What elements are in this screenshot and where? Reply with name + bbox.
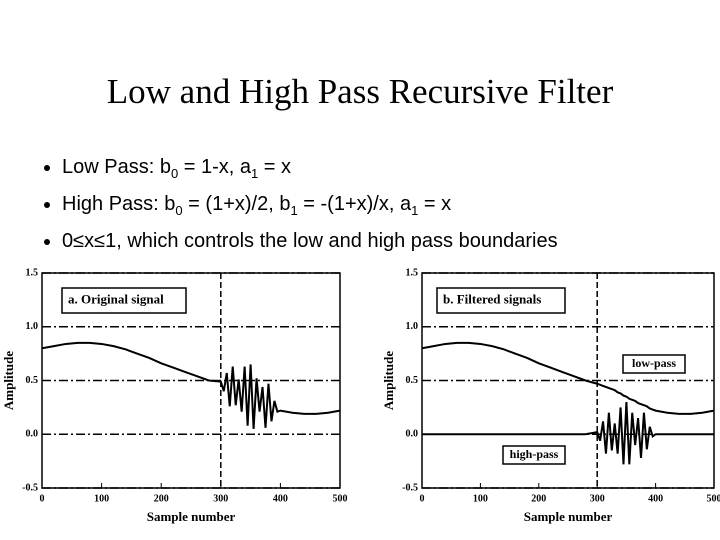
- subscript: 0: [170, 166, 179, 181]
- y-tick-label: -0.5: [402, 482, 418, 493]
- y-axis-label: Amplitude: [1, 351, 16, 410]
- y-tick-label: 0.5: [26, 375, 39, 386]
- series-label: low-pass: [632, 356, 676, 370]
- bullet-text: Low Pass: b: [62, 156, 171, 178]
- x-axis-label: Sample number: [524, 509, 613, 524]
- x-tick-label: 500: [333, 493, 348, 504]
- x-tick-label: 100: [94, 493, 109, 504]
- subscript: 1: [251, 166, 259, 181]
- signal-line: [421, 341, 715, 415]
- subscript: 1: [411, 203, 419, 218]
- y-tick-label: 0.5: [406, 375, 419, 386]
- bullet: 0≤x≤1, which controls the low and high p…: [62, 226, 558, 257]
- bullet-text: 0≤x≤1, which controls the low and high p…: [62, 230, 558, 252]
- x-tick-label: 300: [213, 493, 228, 504]
- chart-title-box: [61, 287, 187, 314]
- x-tick-label: 400: [648, 493, 663, 504]
- chart-title: a. Original signal: [68, 291, 164, 306]
- slide-title: Low and High Pass Recursive Filter: [106, 72, 614, 111]
- y-tick-label: 1.5: [406, 267, 419, 278]
- bullet-text: = 1-x, a: [178, 156, 251, 178]
- y-axis-label: Amplitude: [381, 351, 396, 410]
- series-label-box: [502, 445, 566, 465]
- x-tick-label: 100: [473, 493, 488, 504]
- bullet: High Pass: b0 = (1+x)/2, b1 = -(1+x)/x, …: [62, 189, 558, 226]
- series-label: high-pass: [510, 447, 559, 461]
- series-label-box: [622, 354, 686, 374]
- y-tick-label: 1.0: [406, 321, 419, 332]
- y-tick-label: 1.0: [26, 321, 39, 332]
- chart-title-box: [436, 287, 566, 314]
- y-tick-label: 0.0: [406, 429, 419, 440]
- x-tick-label: 200: [531, 493, 546, 504]
- x-tick-label: 0: [40, 493, 45, 504]
- x-tick-label: 400: [273, 493, 288, 504]
- bullet-text: = (1+x)/2, b: [182, 193, 291, 215]
- bullet-text: High Pass: b: [62, 193, 176, 215]
- bullet: Low Pass: b0 = 1-x, a1 = x: [62, 152, 558, 189]
- y-tick-label: -0.5: [22, 482, 38, 493]
- x-tick-label: 200: [154, 493, 169, 504]
- y-tick-label: 0.0: [26, 429, 39, 440]
- x-tick-label: 0: [420, 493, 425, 504]
- chart-title: b. Filtered signals: [443, 291, 541, 306]
- x-tick-label: 500: [707, 493, 720, 504]
- subscript: 0: [175, 203, 183, 218]
- y-tick-label: 1.5: [26, 267, 39, 278]
- bullet-list: Low Pass: b0 = 1-x, a1 = xHigh Pass: b0 …: [28, 152, 558, 257]
- signal-line: [422, 401, 714, 465]
- x-tick-label: 300: [590, 493, 605, 504]
- x-axis-label: Sample number: [147, 509, 236, 524]
- bullet-text: = x: [418, 193, 452, 215]
- bullet-text: = -(1+x)/x, a: [297, 193, 412, 215]
- signal-line: [41, 341, 341, 429]
- bullet-text: = x: [258, 156, 292, 178]
- subscript: 1: [290, 203, 298, 218]
